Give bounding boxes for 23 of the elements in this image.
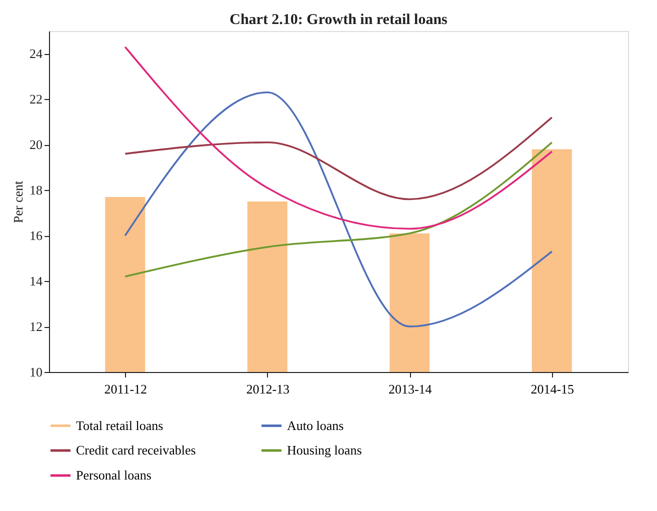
legend-label: Credit card receivables [76,442,196,458]
line-series [124,46,553,230]
y-tick-label: 16 [30,228,43,244]
chart-title: Chart 2.10: Growth in retail loans [230,12,448,28]
y-axis-title: Per cent [10,180,26,224]
legend-label: Auto loans [287,418,344,433]
x-tick-label: 2011-12 [104,382,148,396]
y-tick-label: 14 [30,274,43,289]
y-tick-label: 24 [30,46,43,62]
y-tick-label: 18 [30,182,42,198]
legend-label: Personal loans [76,468,152,482]
y-tick-label: 22 [30,92,42,107]
x-tick-label: 2012-13 [246,382,290,396]
x-tick-label: 2014-15 [530,382,574,396]
line-series [124,91,553,328]
x-tick-label: 2013-14 [388,382,432,396]
y-tick-label: 12 [30,319,42,334]
line-series [124,141,553,278]
legend-label: Total retail loans [76,418,164,433]
legend-label: Housing loans [287,442,362,458]
y-tick-label: 10 [30,364,42,380]
line-series [124,116,553,200]
y-tick-label: 20 [30,137,42,152]
